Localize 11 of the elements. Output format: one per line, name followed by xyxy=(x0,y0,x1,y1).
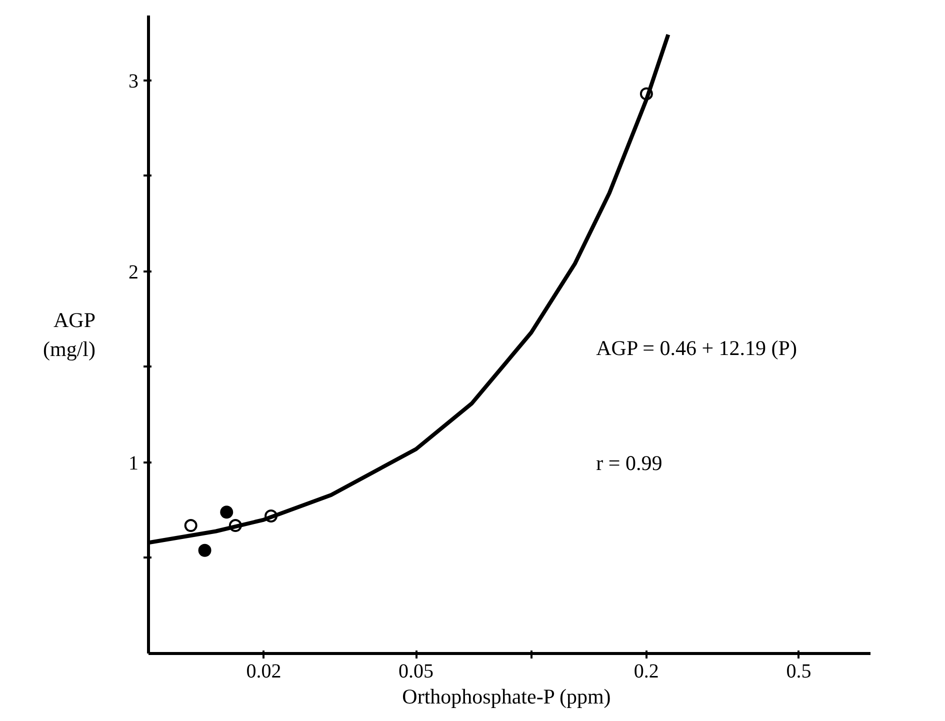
annotation: AGP = 0.46 + 12.19 (P) xyxy=(596,336,797,360)
x-tick-label: 0.02 xyxy=(246,660,282,682)
x-tick-label: 0.05 xyxy=(398,660,434,682)
x-tick-label: 0.2 xyxy=(634,660,659,682)
y-tick-label: 1 xyxy=(128,452,138,474)
y-axis-title: AGP (mg/l) xyxy=(43,308,96,361)
x-axis-title: Orthophosphate-P (ppm) xyxy=(402,684,611,708)
y-tick-label: 3 xyxy=(128,70,138,92)
annotation: r = 0.99 xyxy=(596,450,662,475)
y-tick-label: 2 xyxy=(128,261,138,284)
x-tick-label: 0.5 xyxy=(786,660,812,682)
